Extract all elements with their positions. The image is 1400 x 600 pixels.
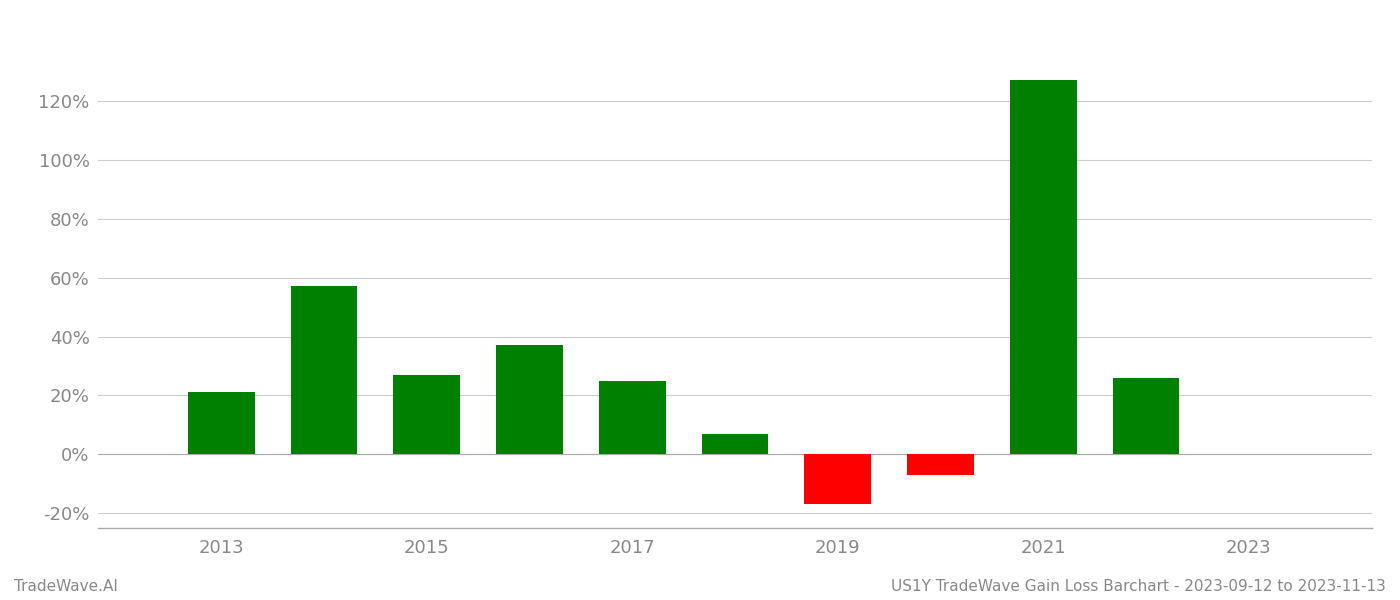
Text: TradeWave.AI: TradeWave.AI (14, 579, 118, 594)
Bar (907, 454, 974, 475)
Text: US1Y TradeWave Gain Loss Barchart - 2023-09-12 to 2023-11-13: US1Y TradeWave Gain Loss Barchart - 2023… (892, 579, 1386, 594)
Bar (701, 434, 769, 454)
Bar (496, 346, 563, 454)
Bar (291, 286, 357, 454)
Bar (188, 392, 255, 454)
Bar (805, 454, 871, 505)
Bar (599, 380, 665, 454)
Bar (1113, 378, 1179, 454)
Bar (1009, 80, 1077, 454)
Bar (393, 375, 461, 454)
